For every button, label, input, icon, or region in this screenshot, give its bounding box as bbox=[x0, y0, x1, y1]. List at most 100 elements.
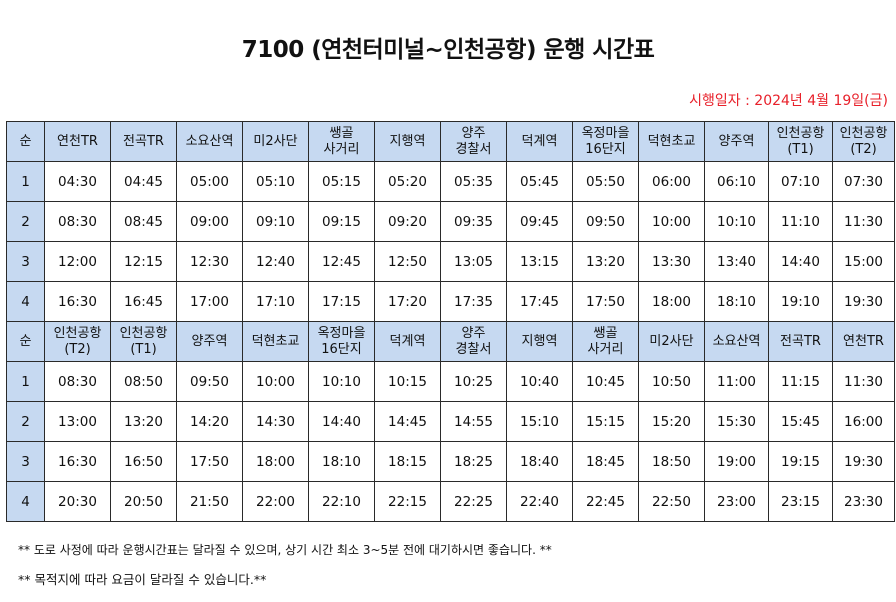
departure-time: 19:00 bbox=[704, 441, 769, 482]
column-header-line: 인천공항 bbox=[839, 125, 888, 141]
column-header: 전곡TR bbox=[110, 121, 177, 162]
departure-time: 13:20 bbox=[572, 241, 639, 282]
column-header-line: 소요산역 bbox=[712, 333, 761, 349]
departure-time: 05:20 bbox=[374, 161, 441, 202]
column-header-line: 인천공항 bbox=[53, 325, 102, 341]
inbound-table-row: 3 16:30 16:50 17:50 18:00 18:10 18:15 18:25 18:4… bbox=[6, 441, 895, 482]
column-header-line: 16단지 bbox=[321, 341, 362, 357]
departure-time: 12:30 bbox=[176, 241, 243, 282]
departure-time: 17:20 bbox=[374, 281, 441, 322]
trip-number: 1 bbox=[6, 361, 45, 402]
outbound-table-row: 1 04:30 04:45 05:00 05:10 05:15 05:20 05:35 05:4… bbox=[6, 161, 895, 202]
column-header-line: 전곡TR bbox=[123, 133, 164, 149]
departure-time: 05:00 bbox=[176, 161, 243, 202]
departure-time: 10:25 bbox=[440, 361, 507, 402]
column-header-line: (T2) bbox=[64, 341, 91, 357]
departure-time: 12:00 bbox=[44, 241, 111, 282]
departure-time: 22:45 bbox=[572, 481, 639, 522]
departure-time: 08:30 bbox=[44, 361, 111, 402]
departure-time: 14:40 bbox=[768, 241, 833, 282]
inbound-header-row: 순 인천공항 (T2) 인천공항 (T1) 양주역 덕현초교 옥정마을 16단지 덕계역 양주 경찰서… bbox=[6, 321, 895, 362]
trip-number: 3 bbox=[6, 241, 45, 282]
departure-time: 09:50 bbox=[572, 201, 639, 242]
column-header-line: 사거리 bbox=[323, 141, 360, 157]
departure-time: 09:15 bbox=[308, 201, 375, 242]
departure-time: 17:10 bbox=[242, 281, 309, 322]
departure-time: 14:20 bbox=[176, 401, 243, 442]
departure-time: 13:15 bbox=[506, 241, 573, 282]
departure-time: 22:50 bbox=[638, 481, 705, 522]
column-header-line: 경찰서 bbox=[455, 341, 492, 357]
inbound-table-row: 1 08:30 08:50 09:50 10:00 10:10 10:15 10:25 10:4… bbox=[6, 361, 895, 402]
page-title: 7100 (연천터미널~인천공항) 운행 시간표 bbox=[241, 37, 655, 63]
departure-time: 04:30 bbox=[44, 161, 111, 202]
column-header: 연천TR bbox=[44, 121, 111, 162]
column-header: 소요산역 bbox=[176, 121, 243, 162]
trip-number: 1 bbox=[6, 161, 45, 202]
departure-time: 10:50 bbox=[638, 361, 705, 402]
departure-time: 05:15 bbox=[308, 161, 375, 202]
column-header: 지행역 bbox=[374, 121, 441, 162]
column-header: 쌩골 사거리 bbox=[572, 321, 639, 362]
trip-number: 2 bbox=[6, 201, 45, 242]
column-header: 덕현초교 bbox=[242, 321, 309, 362]
column-header-line: 연천TR bbox=[843, 333, 884, 349]
column-header-line: 쌩골 bbox=[593, 325, 618, 341]
departure-time: 10:00 bbox=[242, 361, 309, 402]
effective-date: 시행일자 : 2024년 4월 19일(금) bbox=[689, 93, 888, 109]
departure-time: 14:30 bbox=[242, 401, 309, 442]
trip-number: 4 bbox=[6, 481, 45, 522]
departure-time: 17:50 bbox=[176, 441, 243, 482]
departure-time: 13:05 bbox=[440, 241, 507, 282]
column-header: 인천공항 (T2) bbox=[832, 121, 895, 162]
column-header-line: 양주역 bbox=[718, 133, 755, 149]
departure-time: 16:30 bbox=[44, 441, 111, 482]
departure-time: 18:25 bbox=[440, 441, 507, 482]
departure-time: 15:10 bbox=[506, 401, 573, 442]
column-header: 소요산역 bbox=[704, 321, 769, 362]
inbound-table-row: 2 13:00 13:20 14:20 14:30 14:40 14:45 14:55 15:1… bbox=[6, 401, 895, 442]
departure-time: 18:00 bbox=[242, 441, 309, 482]
departure-time: 04:45 bbox=[110, 161, 177, 202]
departure-time: 09:35 bbox=[440, 201, 507, 242]
column-header-line: 소요산역 bbox=[185, 133, 234, 149]
departure-time: 19:15 bbox=[768, 441, 833, 482]
column-header: 미2사단 bbox=[242, 121, 309, 162]
departure-time: 18:10 bbox=[308, 441, 375, 482]
column-header: 쌩골 사거리 bbox=[308, 121, 375, 162]
departure-time: 18:45 bbox=[572, 441, 639, 482]
trip-number: 4 bbox=[6, 281, 45, 322]
column-header: 지행역 bbox=[506, 321, 573, 362]
departure-time: 22:40 bbox=[506, 481, 573, 522]
column-header: 양주역 bbox=[704, 121, 769, 162]
departure-time: 07:30 bbox=[832, 161, 895, 202]
column-header: 양주 경찰서 bbox=[440, 121, 507, 162]
departure-time: 15:30 bbox=[704, 401, 769, 442]
departure-time: 17:00 bbox=[176, 281, 243, 322]
departure-time: 15:45 bbox=[768, 401, 833, 442]
column-header-line: 지행역 bbox=[389, 133, 426, 149]
departure-time: 20:30 bbox=[44, 481, 111, 522]
departure-time: 12:45 bbox=[308, 241, 375, 282]
outbound-table-row: 2 08:30 08:45 09:00 09:10 09:15 09:20 09:35 09:4… bbox=[6, 201, 895, 242]
column-header-line: (T2) bbox=[850, 141, 877, 157]
note-fare: ** 목적지에 따라 요금이 달라질 수 있습니다.** bbox=[18, 572, 267, 587]
departure-time: 11:30 bbox=[832, 361, 895, 402]
departure-time: 10:40 bbox=[506, 361, 573, 402]
departure-time: 17:50 bbox=[572, 281, 639, 322]
departure-time: 10:45 bbox=[572, 361, 639, 402]
column-header-line: 경찰서 bbox=[455, 141, 492, 157]
departure-time: 17:15 bbox=[308, 281, 375, 322]
departure-time: 15:20 bbox=[638, 401, 705, 442]
column-header-line: 인천공항 bbox=[776, 125, 825, 141]
departure-time: 12:50 bbox=[374, 241, 441, 282]
departure-time: 10:15 bbox=[374, 361, 441, 402]
trip-number: 3 bbox=[6, 441, 45, 482]
departure-time: 16:50 bbox=[110, 441, 177, 482]
column-header: 인천공항 (T1) bbox=[110, 321, 177, 362]
column-header-line: 사거리 bbox=[587, 341, 624, 357]
column-header-line: 양주 bbox=[461, 325, 486, 341]
column-header-line: 인천공항 bbox=[119, 325, 168, 341]
column-header: 인천공항 (T1) bbox=[768, 121, 833, 162]
column-header-line: 쌩골 bbox=[329, 125, 354, 141]
